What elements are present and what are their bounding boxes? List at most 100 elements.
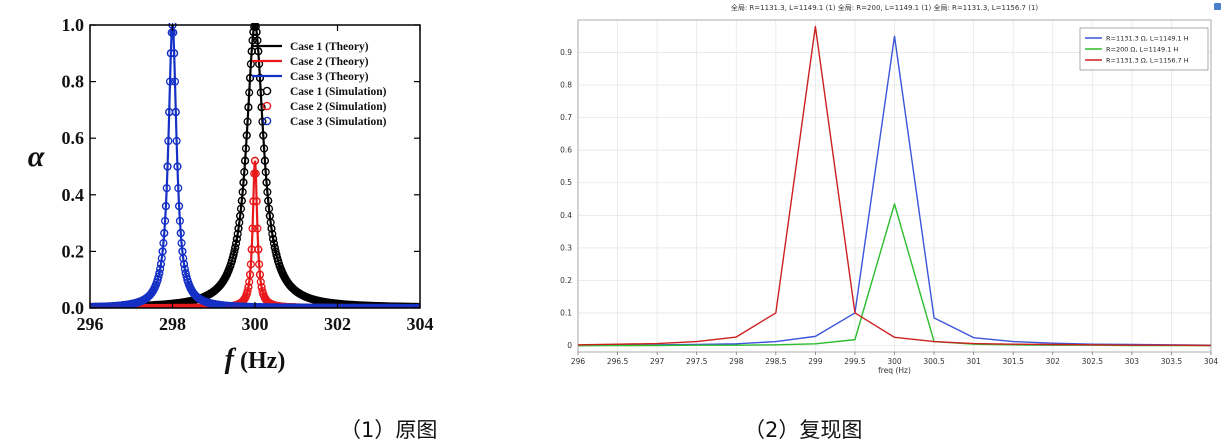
y-tick-label-2: 0.4	[62, 185, 85, 205]
r-x-tick-label-10: 301	[966, 357, 981, 366]
series-marker-5-258	[165, 77, 175, 86]
caption-reproduction: （2）复现图	[744, 418, 863, 442]
r-x-axis-label: freq (Hz)	[878, 366, 911, 375]
export-icon	[1214, 3, 1221, 10]
series-marker-4-259	[249, 197, 258, 206]
series-marker-5-275	[180, 260, 189, 269]
y-tick-label-5: 1.0	[62, 15, 85, 35]
legend-marker-3	[262, 86, 272, 96]
series-marker-3-321	[300, 292, 309, 301]
series-marker-3-269	[257, 103, 266, 112]
x-tick-label-3: 302	[324, 314, 351, 334]
series-marker-5-264	[170, 77, 180, 86]
series-marker-3-254	[245, 88, 254, 97]
series-marker-3-283	[269, 234, 278, 243]
series-marker-3-248	[240, 168, 249, 177]
series-marker-5-247	[156, 260, 166, 269]
series-line-1	[90, 160, 420, 308]
reproduction-chart: 全局: R=1131.3, L=1149.1 (1) 全局: R=200, L=…	[560, 3, 1221, 375]
original-plot-area	[90, 23, 420, 308]
series-marker-5-267	[173, 162, 182, 171]
series-marker-3-262	[251, 23, 260, 31]
series-marker-3-281	[267, 224, 276, 233]
legend-label-2: Case 3 (Theory)	[290, 71, 369, 83]
r-x-tick-label-2: 297	[650, 357, 665, 366]
r-x-tick-label-7: 299.5	[844, 357, 866, 366]
r-x-tick-label-8: 300	[887, 357, 902, 366]
r-x-tick-label-5: 298.5	[765, 357, 787, 366]
r-x-tick-label-9: 300.5	[923, 357, 945, 366]
r-x-tick-label-14: 303	[1125, 357, 1140, 366]
x-axis-label: f (Hz)	[225, 344, 286, 375]
series-marker-3-282	[268, 229, 277, 239]
series-marker-4-266	[255, 260, 264, 269]
x-tick-label-4: 304	[407, 314, 434, 334]
series-marker-3-241	[234, 224, 243, 233]
series-marker-3-272	[260, 144, 269, 153]
series-marker-5-254	[162, 184, 171, 193]
series-marker-5-269	[175, 202, 184, 211]
series-marker-3-274	[261, 168, 270, 177]
r-series-line-2	[577, 25, 1212, 347]
series-marker-3-246	[238, 187, 247, 197]
series-marker-5-272	[177, 239, 186, 248]
series-marker-3-273	[260, 156, 269, 165]
r-x-tick-label-15: 303.5	[1161, 357, 1183, 366]
legend-label-1: Case 2 (Theory)	[290, 56, 369, 68]
series-marker-5-252	[161, 216, 170, 225]
r-y-tick-label-2: 0.2	[560, 276, 572, 285]
series-marker-5-270	[175, 216, 184, 225]
y-tick-label-4: 0.8	[62, 72, 85, 92]
series-marker-4-261	[250, 156, 260, 165]
series-marker-3-258	[248, 36, 257, 45]
r-y-tick-label-6: 0.6	[560, 146, 572, 155]
series-marker-4-253	[244, 283, 253, 292]
series-marker-5-251	[160, 229, 169, 238]
series-marker-3-271	[259, 131, 268, 140]
series-marker-5-255	[163, 162, 172, 171]
r-x-tick-label-4: 298	[729, 357, 744, 366]
series-marker-4-252	[243, 286, 252, 296]
r-x-tick-label-13: 302.5	[1082, 357, 1104, 366]
series-marker-3-275	[262, 178, 271, 187]
series-marker-4-256	[246, 260, 255, 269]
series-marker-3-240	[233, 229, 242, 239]
legend-label-5: Case 3 (Simulation)	[290, 116, 387, 128]
r-y-tick-label-5: 0.5	[560, 178, 572, 187]
series-marker-4-268	[256, 277, 265, 286]
series-marker-3-235	[229, 250, 238, 259]
series-marker-4-255	[246, 270, 255, 279]
series-marker-3-249	[241, 156, 250, 165]
r-y-tick-label-7: 0.7	[560, 113, 572, 122]
y-tick-label-3: 0.6	[62, 128, 85, 148]
series-marker-3-237	[231, 243, 240, 252]
r-y-tick-label-9: 0.9	[560, 48, 572, 57]
series-marker-4-264	[253, 224, 262, 233]
series-marker-3-267	[255, 73, 265, 83]
series-marker-4-263	[252, 197, 261, 206]
legend-marker-5	[262, 116, 272, 126]
chart-title: 全局: R=1131.3, L=1149.1 (1) 全局: R=200, L=…	[731, 3, 1039, 12]
r-x-tick-label-3: 297.5	[686, 357, 708, 366]
series-marker-5-263	[170, 49, 179, 58]
y-tick-label-0: 0.0	[62, 298, 85, 318]
series-marker-3-277	[264, 196, 273, 205]
y-tick-label-1: 0.2	[62, 241, 85, 261]
series-marker-3-250	[241, 144, 250, 153]
series-marker-3-236	[230, 247, 239, 256]
series-marker-5-265	[171, 108, 180, 117]
reproduction-chart-panel: 全局: R=1131.3, L=1149.1 (1) 全局: R=200, L=…	[548, 0, 1227, 447]
r-legend-label-2: R=1131.3 Ω, L=1156.7 H	[1106, 56, 1189, 64]
x-tick-label-0: 296	[77, 314, 104, 334]
series-marker-3-247	[239, 178, 248, 187]
series-marker-3-276	[263, 187, 272, 197]
series-marker-3-245	[237, 196, 246, 205]
series-marker-3-265	[254, 47, 263, 56]
series-marker-5-271	[176, 229, 185, 238]
series-marker-5-250	[159, 239, 168, 248]
series-marker-3-239	[232, 234, 241, 243]
legend-label-4: Case 2 (Simulation)	[290, 101, 387, 113]
legend-label-0: Case 1 (Theory)	[290, 41, 369, 53]
r-y-tick-label-1: 0.1	[560, 308, 572, 317]
series-marker-5-259	[166, 49, 175, 58]
